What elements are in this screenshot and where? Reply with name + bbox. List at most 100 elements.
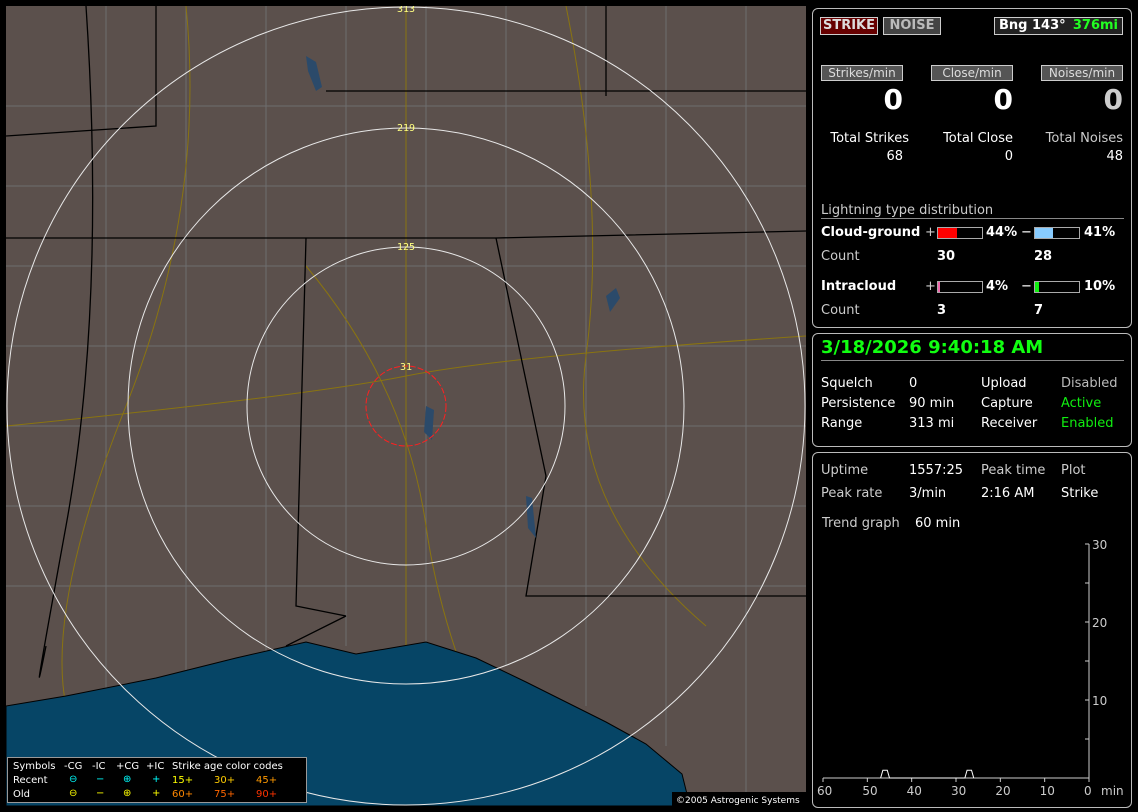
age-45: 45+	[256, 775, 278, 786]
x-unit: min	[1101, 784, 1124, 798]
ic-count-label: Count	[821, 303, 860, 318]
peak-rate: 3/min	[909, 486, 947, 501]
strike-map[interactable]: 313 219 125 31 ©2005 Astrogenic Systems	[6, 6, 806, 806]
state-borders	[6, 6, 806, 678]
cg-neg-count: 28	[1034, 249, 1053, 264]
legend-symbols-label: Symbols	[13, 761, 56, 772]
status-value: 90 min	[909, 396, 955, 411]
age-90: 90+	[256, 789, 278, 800]
range-rings	[6, 6, 806, 806]
x-tick-label: 30	[951, 784, 966, 798]
legend-col: -IC	[92, 761, 106, 772]
uptime-label: Uptime	[821, 463, 869, 478]
stats-panel: Uptime 1557:25 Peak time Plot Peak rate …	[812, 452, 1132, 808]
ic-pos-count: 3	[937, 303, 947, 318]
status-label: Squelch	[821, 376, 873, 391]
pos-cg-recent-icon: ⊕	[123, 774, 132, 785]
peak-time-label: Peak time	[981, 463, 1046, 478]
copyright: ©2005 Astrogenic Systems	[676, 796, 800, 806]
strike-rate-line	[880, 769, 975, 779]
plot-mode[interactable]: Strike	[1061, 486, 1099, 501]
strikes-per-min-button[interactable]: Strikes/min	[821, 65, 903, 81]
datetime: 3/18/2026 9:40:18 AM	[821, 337, 1124, 361]
range-ring-313	[6, 6, 806, 806]
y-tick-label: 20	[1092, 616, 1107, 630]
ring-label-219: 219	[397, 123, 415, 134]
status-value: Enabled	[1061, 416, 1114, 431]
uptime: 1557:25	[909, 463, 964, 478]
x-tick-label: 20	[995, 784, 1010, 798]
trend-graph: 60 50 40 30 20 10 0 min 30 20 10	[817, 538, 1124, 798]
minus-sign: −	[1021, 279, 1032, 294]
age-60: 60+	[172, 789, 194, 800]
noises-per-min: 0	[1103, 83, 1123, 116]
noise-button[interactable]: NOISE	[883, 17, 941, 35]
legend-col: -CG	[64, 761, 83, 772]
range-ring-125	[246, 246, 566, 566]
total-noises-label: Total Noises	[1045, 131, 1123, 146]
distribution-title: Lightning type distribution	[821, 203, 1124, 219]
x-tick-label: 40	[907, 784, 922, 798]
pos-cg-old-icon: ⊕	[123, 788, 132, 799]
x-tick-label: 50	[862, 784, 877, 798]
strike-button[interactable]: STRIKE	[820, 17, 878, 35]
status-value: Active	[1061, 396, 1102, 411]
total-close: 0	[1004, 149, 1013, 164]
plus-sign: +	[925, 225, 936, 240]
bearing: Bng 143°	[999, 18, 1066, 33]
status-label: Persistence	[821, 396, 896, 411]
lakes	[306, 56, 620, 538]
cg-pos-bar	[937, 227, 983, 239]
plus-sign: +	[925, 279, 936, 294]
trend-label: Trend graph	[822, 516, 900, 531]
legend-row-old: Old	[13, 789, 30, 800]
neg-cg-recent-icon: ⊖	[69, 774, 78, 785]
cg-neg-pct: 41%	[1084, 225, 1116, 240]
y-tick-label: 10	[1092, 694, 1107, 708]
ring-label-313: 313	[397, 6, 415, 15]
range-ring-219	[127, 127, 685, 685]
x-tick-label: 60	[817, 784, 832, 798]
peak-rate-label: Peak rate	[821, 486, 883, 501]
status-value: Disabled	[1061, 376, 1118, 391]
total-close-label: Total Close	[943, 131, 1013, 146]
ic-pos-fill	[938, 282, 940, 292]
map-legend: Symbols -CG -IC +CG +IC Strike age color…	[7, 757, 307, 803]
counts-panel: STRIKE NOISE Bng 143° 376mi Strikes/min …	[812, 8, 1132, 328]
ic-pos-pct: 4%	[986, 279, 1009, 294]
legend-row-recent: Recent	[13, 775, 48, 786]
cg-neg-bar	[1034, 227, 1080, 239]
close-per-min-button[interactable]: Close/min	[931, 65, 1013, 81]
plot-label: Plot	[1061, 463, 1086, 478]
ring-label-31: 31	[400, 362, 412, 373]
cg-pos-pct: 44%	[986, 225, 1018, 240]
cg-pos-fill	[938, 228, 958, 238]
total-strikes-label: Total Strikes	[830, 131, 909, 146]
status-value: 0	[909, 376, 918, 391]
x-tick-label: 0	[1084, 784, 1092, 798]
ic-neg-bar	[1034, 281, 1080, 293]
total-noises: 48	[1106, 149, 1123, 164]
status-label: Range	[821, 416, 863, 431]
pos-ic-old-icon: +	[152, 788, 161, 799]
pos-ic-recent-icon: +	[152, 774, 161, 785]
status-value: 313 mi	[909, 416, 955, 431]
neg-ic-old-icon: −	[96, 788, 105, 799]
age-75: 75+	[214, 789, 236, 800]
distance: 376mi	[1072, 18, 1118, 33]
highways	[6, 6, 806, 806]
minus-sign: −	[1021, 225, 1032, 240]
status-label: Receiver	[981, 416, 1038, 431]
ic-neg-count: 7	[1034, 303, 1044, 318]
neg-cg-old-icon: ⊖	[69, 788, 78, 799]
legend-age-title: Strike age color codes	[172, 761, 283, 772]
y-tick-label: 30	[1092, 538, 1107, 552]
ic-pos-bar	[937, 281, 983, 293]
age-15: 15+	[172, 775, 194, 786]
total-strikes: 68	[886, 149, 903, 164]
bearing-readout: Bng 143° 376mi	[994, 17, 1123, 35]
noises-per-min-button[interactable]: Noises/min	[1041, 65, 1123, 81]
legend-col: +CG	[116, 761, 140, 772]
ic-label: Intracloud	[821, 279, 897, 294]
trend-window: 60 min	[915, 516, 961, 531]
